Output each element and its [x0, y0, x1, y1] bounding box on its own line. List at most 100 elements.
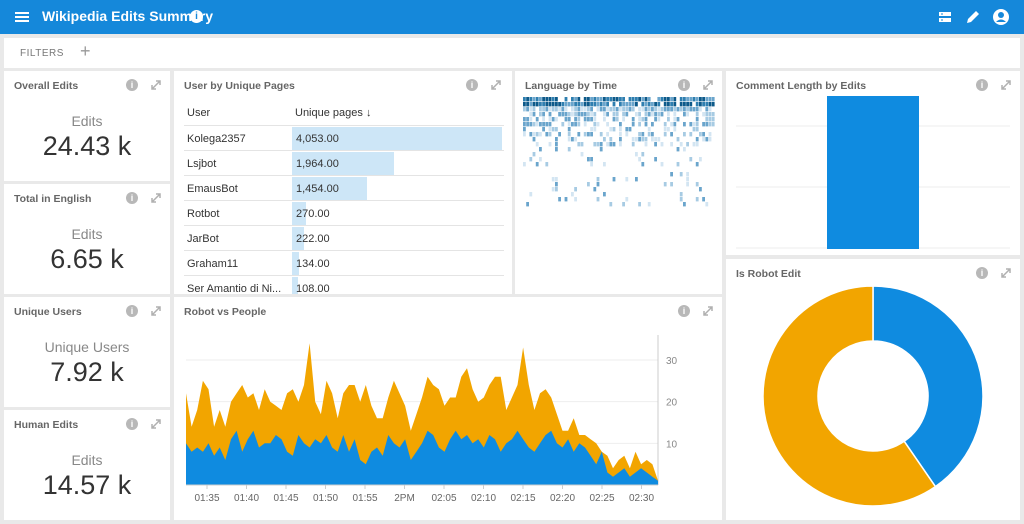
- heatmap-cell: [539, 157, 542, 162]
- chart-bar[interactable]: [827, 96, 919, 249]
- heatmap-cell: [532, 107, 536, 112]
- heatmap-cell: [708, 137, 712, 142]
- heatmap-cell: [635, 137, 638, 142]
- language-heatmap[interactable]: [515, 71, 722, 294]
- heatmap-cell: [548, 97, 552, 102]
- robot-vs-people-chart[interactable]: 10 20 30 01:35 01:40 01:45 01:50 01:55 2PM 02:05 0…: [174, 297, 722, 520]
- heatmap-cell: [667, 102, 670, 107]
- heatmap-cell: [654, 117, 657, 122]
- info-icon[interactable]: i: [976, 267, 988, 279]
- heatmap-cell: [689, 107, 693, 112]
- heatmap-cell: [660, 107, 664, 112]
- heatmap-cell: [593, 117, 597, 122]
- y-tick-label: 10: [666, 439, 678, 450]
- expand-icon[interactable]: [150, 192, 162, 204]
- column-header-user[interactable]: User: [187, 107, 211, 119]
- expand-icon[interactable]: [490, 79, 502, 91]
- info-icon[interactable]: i: [976, 79, 988, 91]
- info-icon[interactable]: i: [126, 192, 138, 204]
- heatmap-cell: [628, 97, 632, 102]
- heatmap-cell: [612, 127, 616, 132]
- table-row[interactable]: Lsjbot 1,964.00: [184, 150, 504, 176]
- heatmap-cell: [606, 97, 609, 102]
- comment-length-chart: [736, 96, 1010, 249]
- heatmap-cell: [686, 97, 689, 102]
- user-cell: Kolega2357: [187, 133, 246, 145]
- heatmap-cell: [580, 102, 584, 107]
- heatmap-cell: [622, 112, 625, 117]
- donut-slice[interactable]: [762, 285, 937, 507]
- column-header-unique-pages[interactable]: Unique pages ↓: [295, 107, 372, 119]
- expand-icon[interactable]: [702, 305, 714, 317]
- heatmap-cell: [596, 177, 600, 182]
- heatmap-cell: [667, 107, 670, 112]
- kpi-value: 14.57 k: [42, 470, 132, 500]
- table-row[interactable]: JarBot 222.00: [184, 225, 504, 251]
- heatmap-cell: [571, 122, 574, 127]
- expand-icon[interactable]: [150, 305, 162, 317]
- add-filter-button[interactable]: +: [80, 41, 91, 61]
- heatmap-cell: [654, 102, 657, 107]
- table-row[interactable]: EmausBot 1,454.00: [184, 175, 504, 201]
- heatmap-cell: [532, 137, 536, 142]
- table-row[interactable]: Kolega2357 4,053.00: [184, 125, 504, 151]
- heatmap-cell: [529, 192, 533, 197]
- series-area[interactable]: [186, 430, 658, 485]
- heatmap-cell: [692, 127, 696, 132]
- heatmap-cell: [567, 112, 571, 117]
- heatmap-cell: [676, 107, 680, 112]
- heatmap-cell: [535, 117, 539, 122]
- donut-slice[interactable]: [872, 285, 984, 488]
- heatmap-cell: [641, 152, 645, 157]
- info-icon[interactable]: i: [126, 305, 138, 317]
- heatmap-cell: [551, 187, 555, 192]
- info-icon[interactable]: i: [678, 79, 690, 91]
- overall-edits-card: Overall Edits i Edits 24.43 k: [4, 71, 170, 181]
- heatmap-cell: [619, 142, 622, 147]
- info-icon[interactable]: i: [466, 79, 478, 91]
- heatmap-cell: [596, 97, 600, 102]
- heatmap-cell: [596, 102, 600, 107]
- heatmap-cell: [567, 137, 571, 142]
- heatmap-cell: [702, 197, 705, 202]
- card-title: Language by Time: [525, 80, 617, 92]
- heatmap-cell: [590, 132, 593, 137]
- heatmap-cell: [612, 97, 616, 102]
- heatmap-cell: [590, 157, 593, 162]
- account-icon[interactable]: [992, 8, 1010, 26]
- hamburger-menu-icon[interactable]: [12, 7, 32, 27]
- heatmap-cell: [686, 142, 689, 147]
- heatmap-cell: [683, 97, 686, 102]
- pages-cell: 134.00: [296, 258, 330, 270]
- heatmap-cell: [660, 97, 664, 102]
- heatmap-cell: [683, 107, 686, 112]
- info-icon[interactable]: i: [126, 79, 138, 91]
- heatmap-cell: [542, 97, 545, 102]
- edit-pencil-icon[interactable]: [964, 8, 982, 26]
- expand-icon[interactable]: [150, 79, 162, 91]
- heatmap-cell: [542, 117, 545, 122]
- info-icon[interactable]: i: [126, 418, 138, 430]
- heatmap-cell: [526, 202, 529, 207]
- table-row[interactable]: Rotbot 270.00: [184, 200, 504, 226]
- is-robot-donut-chart[interactable]: [726, 259, 1020, 520]
- expand-icon[interactable]: [1000, 79, 1012, 91]
- storage-icon[interactable]: [936, 8, 954, 26]
- info-icon[interactable]: i: [678, 305, 690, 317]
- info-icon[interactable]: i: [190, 10, 203, 23]
- heatmap-cell: [644, 112, 648, 117]
- heatmap-cell: [574, 122, 577, 127]
- heatmap-cell: [523, 102, 526, 107]
- heatmap-cell: [699, 187, 702, 192]
- heatmap-cell: [523, 162, 526, 167]
- expand-icon[interactable]: [150, 418, 162, 430]
- table-row[interactable]: Graham11 134.00: [184, 250, 504, 276]
- heatmap-cell: [551, 97, 555, 102]
- table-row[interactable]: Ser Amantio di Ni... 108.00: [184, 275, 504, 294]
- heatmap-cell: [523, 132, 526, 137]
- heatmap-cell: [679, 197, 683, 202]
- language-by-time-card: Language by Time i: [515, 71, 722, 294]
- expand-icon[interactable]: [1000, 267, 1012, 279]
- expand-icon[interactable]: [702, 79, 714, 91]
- heatmap-cell: [663, 182, 667, 187]
